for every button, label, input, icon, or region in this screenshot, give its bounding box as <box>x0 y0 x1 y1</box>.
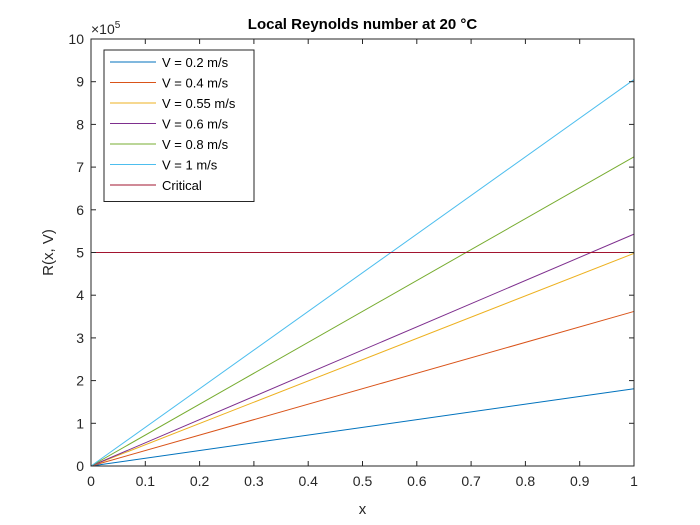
x-tick-label-9: 0.9 <box>570 473 590 489</box>
x-axis-label: x <box>359 501 367 518</box>
series-line-2 <box>90 252 635 467</box>
x-tick-label-4: 0.4 <box>298 473 318 489</box>
legend-label-3: V = 0.6 m/s <box>162 117 229 132</box>
x-tick-label-1: 0.1 <box>136 473 156 489</box>
y-axis-exponent-power: 5 <box>115 20 121 31</box>
legend-label-0: V = 0.2 m/s <box>162 55 229 70</box>
series-line-0 <box>90 388 635 467</box>
legend-label-4: V = 0.8 m/s <box>162 137 229 152</box>
x-tick-label-3: 0.3 <box>244 473 264 489</box>
legend-label-1: V = 0.4 m/s <box>162 76 229 91</box>
y-axis-exponent: ×105 <box>91 20 121 37</box>
x-tick-label-0: 0 <box>87 473 95 489</box>
series-line-3 <box>90 233 635 467</box>
y-axis-exponent-base: ×10 <box>91 21 115 37</box>
x-tick-label-8: 0.8 <box>516 473 536 489</box>
y-tick-label-10: 10 <box>68 31 84 47</box>
x-tick-label-7: 0.7 <box>461 473 481 489</box>
y-tick-label-7: 7 <box>76 159 84 175</box>
series-line-4 <box>90 156 635 467</box>
y-tick-label-4: 4 <box>76 287 84 303</box>
legend: V = 0.2 m/s V = 0.4 m/s V = 0.55 m/s V = 0.… <box>103 49 255 202</box>
legend-label-6: Critical <box>162 178 202 193</box>
y-tick-label-1: 1 <box>76 415 84 431</box>
y-tick-label-6: 6 <box>76 202 84 218</box>
y-tick-label-0: 0 <box>76 458 84 474</box>
chart-title: Local Reynolds number at 20 °C <box>248 16 478 33</box>
y-tick-label-3: 3 <box>76 330 84 346</box>
legend-label-2: V = 0.55 m/s <box>162 96 236 111</box>
y-tick-label-5: 5 <box>76 245 84 261</box>
series-line-5 <box>90 79 635 467</box>
ticks-layer: 0 0.1 0.2 0.3 0.4 0.5 0.6 0.7 0.8 0.9 101234567891… <box>68 31 638 489</box>
legend-box <box>103 49 255 202</box>
x-tick-label-2: 0.2 <box>190 473 210 489</box>
x-tick-label-10: 1 <box>630 473 638 489</box>
x-tick-label-6: 0.6 <box>407 473 427 489</box>
series-layer <box>90 79 635 467</box>
y-tick-label-2: 2 <box>76 373 84 389</box>
legend-label-5: V = 1 m/s <box>162 158 218 173</box>
x-tick-label-5: 0.5 <box>353 473 373 489</box>
series-line-1 <box>90 310 635 467</box>
y-tick-label-9: 9 <box>76 74 84 90</box>
y-axis-label: R(x, V) <box>40 229 57 276</box>
y-tick-label-8: 8 <box>76 116 84 132</box>
